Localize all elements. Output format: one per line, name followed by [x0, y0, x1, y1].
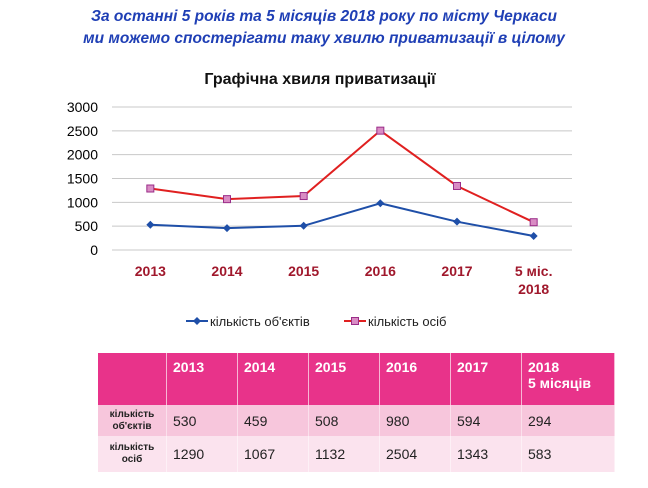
series-line-1 — [150, 202, 534, 237]
data-point — [223, 224, 231, 233]
table-cell: 2504 — [379, 436, 451, 472]
x-axis-ticks: 2013 2014 2015 2016 2017 5 міс. 2018 — [135, 263, 553, 297]
x-tick-label: 2014 — [211, 263, 242, 279]
data-point — [453, 181, 461, 190]
table-header-cell: 2015 — [308, 353, 380, 405]
y-tick-label: 2000 — [67, 147, 98, 163]
data-point — [146, 220, 155, 229]
legend-marker — [193, 317, 201, 325]
y-tick-label: 2500 — [67, 123, 98, 139]
data-point — [453, 217, 461, 226]
table-cell: 1067 — [237, 436, 309, 472]
legend-marker — [351, 317, 359, 325]
chart-legend: кількість об'єктів кількість осіб — [186, 314, 446, 329]
table-row-label: кількість об'єктів — [98, 405, 167, 436]
table-header-cell: 2016 — [379, 353, 451, 405]
data-point — [146, 184, 155, 193]
heading-line-1: За останні 5 років та 5 місяців 2018 рок… — [90, 8, 558, 25]
table-cell: 980 — [379, 405, 451, 436]
table-cell: 1343 — [450, 436, 522, 472]
legend-label: кількість осіб — [368, 314, 446, 329]
table-header-cell: 2018 5 місяців — [521, 353, 615, 405]
y-tick-label: 1000 — [67, 194, 98, 210]
series-line-2 — [150, 129, 535, 224]
chart-title: Графічна хвиля приватизації — [204, 71, 436, 88]
x-tick-label: 2013 — [135, 263, 166, 279]
y-axis-ticks: 0 500 1000 1500 2000 2500 3000 — [67, 99, 98, 258]
y-tick-label: 1500 — [67, 171, 98, 187]
data-point — [376, 199, 385, 208]
table-header-cell: 2014 — [237, 353, 309, 405]
table-cell: 508 — [308, 405, 380, 436]
table-row: кількість об'єктів 530 459 508 980 594 294 — [98, 405, 615, 436]
table-header-cell: 2013 — [166, 353, 238, 405]
page-heading: За останні 5 років та 5 місяців 2018 рок… — [0, 6, 648, 50]
y-tick-label: 0 — [90, 242, 98, 258]
data-point — [529, 218, 538, 227]
data-point — [376, 126, 385, 135]
x-tick-label: 2017 — [441, 263, 472, 279]
table-cell: 594 — [450, 405, 522, 436]
x-tick-label: 5 міс. 2018 — [515, 263, 553, 297]
data-point — [299, 192, 308, 201]
table-row-label: кількість осіб — [98, 436, 167, 472]
table-corner-cell — [98, 353, 167, 405]
x-tick-label: 2015 — [288, 263, 319, 279]
heading-line-2: ми можемо спостерігати таку хвилю приват… — [83, 30, 565, 47]
y-tick-label: 3000 — [67, 99, 98, 115]
legend-label: кількість об'єктів — [210, 314, 310, 329]
table-row: кількість осіб 1290 1067 1132 2504 1343 583 — [98, 436, 615, 472]
y-tick-label: 500 — [75, 218, 99, 234]
table-cell: 294 — [521, 405, 615, 436]
table-header-row: 2013 2014 2015 2016 2017 2018 5 місяців — [98, 353, 615, 405]
privatization-line-chart: Графічна хвиля приватизації 0 500 1000 1500… — [67, 71, 572, 329]
table-header-cell: 2017 — [450, 353, 522, 405]
table-cell: 1290 — [166, 436, 238, 472]
table-cell: 583 — [521, 436, 615, 472]
x-tick-label: 2016 — [365, 263, 396, 279]
grid-lines — [112, 106, 572, 251]
series-group — [146, 126, 538, 240]
data-point — [529, 231, 538, 240]
table-cell: 1132 — [308, 436, 380, 472]
table-cell: 459 — [237, 405, 309, 436]
table-cell: 530 — [166, 405, 238, 436]
data-table: 2013 2014 2015 2016 2017 2018 5 місяців кількіс… — [98, 353, 615, 472]
data-point — [223, 195, 231, 204]
data-point — [299, 221, 308, 230]
